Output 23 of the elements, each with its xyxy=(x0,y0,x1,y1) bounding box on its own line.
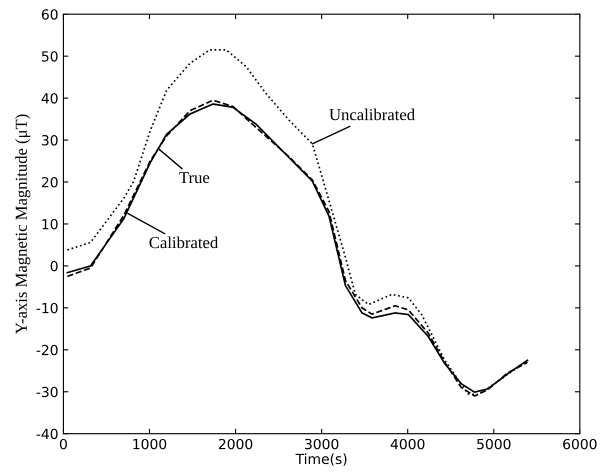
y-tick-label: -20 xyxy=(36,344,58,356)
annotation: True xyxy=(179,172,210,184)
x-tick-label: 5000 xyxy=(477,438,511,450)
x-tick-label: 4000 xyxy=(390,438,424,450)
x-tick-label: 6000 xyxy=(563,438,597,450)
y-tick-label: 40 xyxy=(42,93,58,104)
y-tick-label: 10 xyxy=(42,218,58,230)
y-tick-label: -10 xyxy=(36,302,58,314)
annotation: Calibrated xyxy=(149,236,218,248)
y-axis-title: Y-axis Magnetic Magnitude (μT) xyxy=(15,114,30,334)
x-tick-label: 3000 xyxy=(305,438,338,450)
x-tick-label: 0 xyxy=(60,438,67,450)
annotation: Uncalibrated xyxy=(329,108,415,120)
y-tick-label: 60 xyxy=(42,9,58,20)
y-tick-label: 0 xyxy=(50,260,58,272)
x-axis-title: Time(s) xyxy=(296,453,346,466)
y-tick-label: 30 xyxy=(42,135,58,146)
y-tick-label: -40 xyxy=(36,428,58,440)
x-tick-label: 1000 xyxy=(133,438,166,450)
y-tick-label: -30 xyxy=(36,386,58,398)
y-tick-label: 50 xyxy=(42,51,58,62)
x-tick-label: 2000 xyxy=(218,438,252,450)
y-tick-label: 20 xyxy=(42,176,58,188)
